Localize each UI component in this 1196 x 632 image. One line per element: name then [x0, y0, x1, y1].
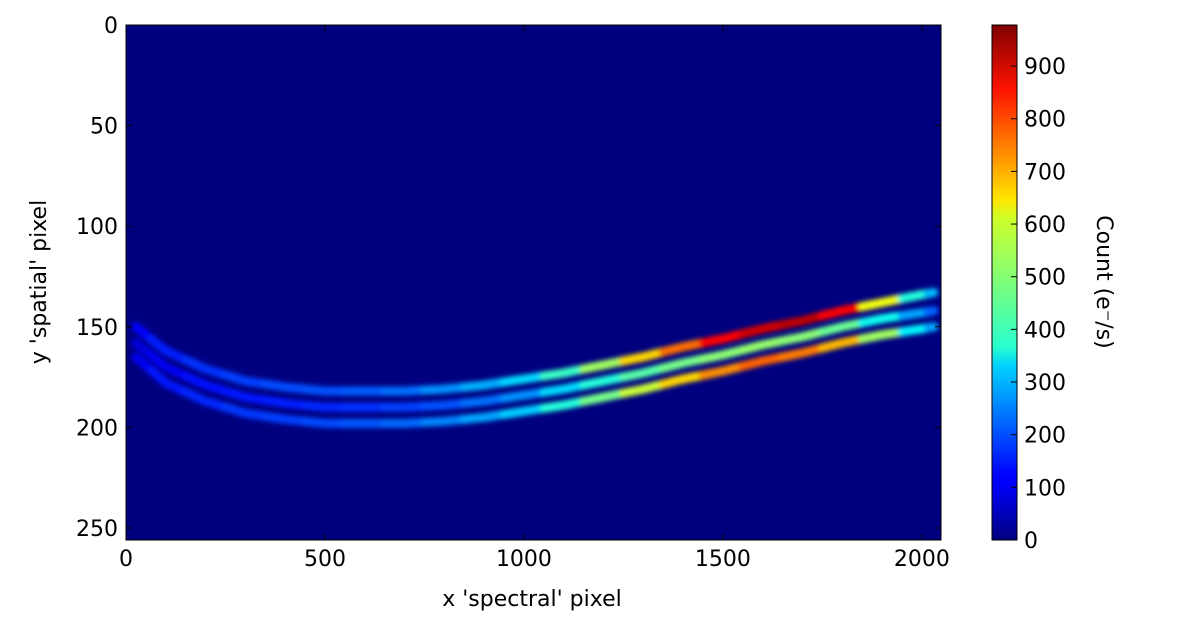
trace-segment	[539, 380, 589, 397]
colorbar-tick-label: 700	[1024, 160, 1066, 185]
colorbar-label: Count (e⁻/s)	[1091, 215, 1116, 349]
trace-segment	[618, 363, 668, 382]
trace-segment	[923, 322, 939, 333]
x-tick-label: 0	[119, 547, 133, 572]
trace-segment	[260, 411, 310, 426]
trace-segment	[579, 372, 628, 390]
trace-segment	[738, 352, 788, 371]
colorbar-tick-label: 200	[1024, 424, 1066, 449]
trace-segment	[778, 327, 827, 346]
x-tick-label: 1500	[695, 547, 751, 572]
plot-frame	[125, 24, 942, 541]
colorbar-tick-label: 400	[1024, 318, 1066, 343]
colorbar-tick-label: 100	[1024, 476, 1066, 501]
trace-segment	[260, 379, 310, 394]
traces	[131, 288, 939, 428]
trace-segment	[857, 327, 907, 344]
y-tick-label: 50	[90, 115, 118, 140]
trace-segment	[698, 329, 748, 348]
x-tick-label: 2000	[894, 547, 950, 572]
trace-segment	[181, 355, 230, 380]
plot-background	[126, 25, 941, 540]
trace-segment	[738, 336, 788, 355]
trace-segment	[618, 347, 668, 366]
trace-segment	[618, 379, 668, 398]
x-tick-label: 500	[304, 547, 346, 572]
trace-segment	[419, 398, 469, 411]
trace-segment	[698, 361, 748, 380]
colorbar-tick-label: 300	[1024, 371, 1066, 396]
trace-segment	[778, 311, 827, 330]
trace-segment	[146, 334, 191, 365]
colorbar-tick-label: 500	[1024, 266, 1066, 291]
trace-segment	[923, 288, 939, 299]
trace-segment	[499, 403, 549, 419]
trace-segment	[579, 356, 628, 374]
trace-segment	[698, 345, 748, 364]
x-tick-label: 1000	[496, 547, 552, 572]
trace-segment	[658, 370, 708, 389]
trace-segment	[459, 393, 509, 408]
trace-segment	[220, 402, 270, 421]
y-tick-label: 100	[76, 215, 118, 240]
trace-segment	[857, 311, 907, 328]
trace-segment	[579, 388, 628, 406]
y-tick-label: 150	[76, 316, 118, 341]
trace-segment	[181, 387, 230, 412]
colorbar-tick-label: 900	[1024, 55, 1066, 80]
trace-segment	[459, 377, 509, 392]
trace-segment	[817, 318, 867, 337]
y-tick-label: 0	[104, 14, 118, 39]
trace-segment	[146, 365, 191, 397]
y-tick-label: 250	[76, 517, 118, 542]
colorbar	[991, 24, 1018, 541]
trace-segment	[380, 385, 429, 396]
trace-segment	[419, 414, 469, 427]
x-axis-label: x 'spectral' pixel	[442, 587, 622, 612]
y-tick-label: 200	[76, 416, 118, 441]
trace-segment	[300, 416, 350, 428]
trace-segment	[499, 387, 549, 403]
trace-segment	[300, 384, 350, 396]
trace-segment	[923, 306, 939, 317]
y-axis-label: y 'spatial' pixel	[27, 200, 52, 364]
colorbar-tick-label: 800	[1024, 108, 1066, 133]
colorbar-tick-label: 600	[1024, 213, 1066, 238]
trace-segment	[817, 302, 867, 321]
trace-segment	[539, 396, 589, 413]
trace-segment	[300, 400, 350, 412]
trace-segment	[459, 409, 509, 424]
trace-segment	[658, 338, 708, 357]
trace-segment	[857, 294, 907, 312]
trace-segment	[220, 386, 270, 405]
trace-segment	[260, 395, 310, 410]
trace-segment	[380, 417, 429, 428]
trace-segment	[181, 371, 230, 396]
trace-segment	[419, 382, 469, 395]
trace-segment	[738, 320, 788, 339]
trace-segment	[146, 350, 191, 381]
trace-segment	[499, 371, 549, 387]
trace-segment	[817, 334, 867, 353]
trace-segment	[380, 401, 429, 412]
colorbar-tick-label: 0	[1024, 529, 1038, 554]
trace-segment	[658, 354, 708, 373]
trace-segment	[539, 364, 589, 381]
trace-segment	[778, 343, 827, 362]
trace-segment	[220, 370, 270, 389]
